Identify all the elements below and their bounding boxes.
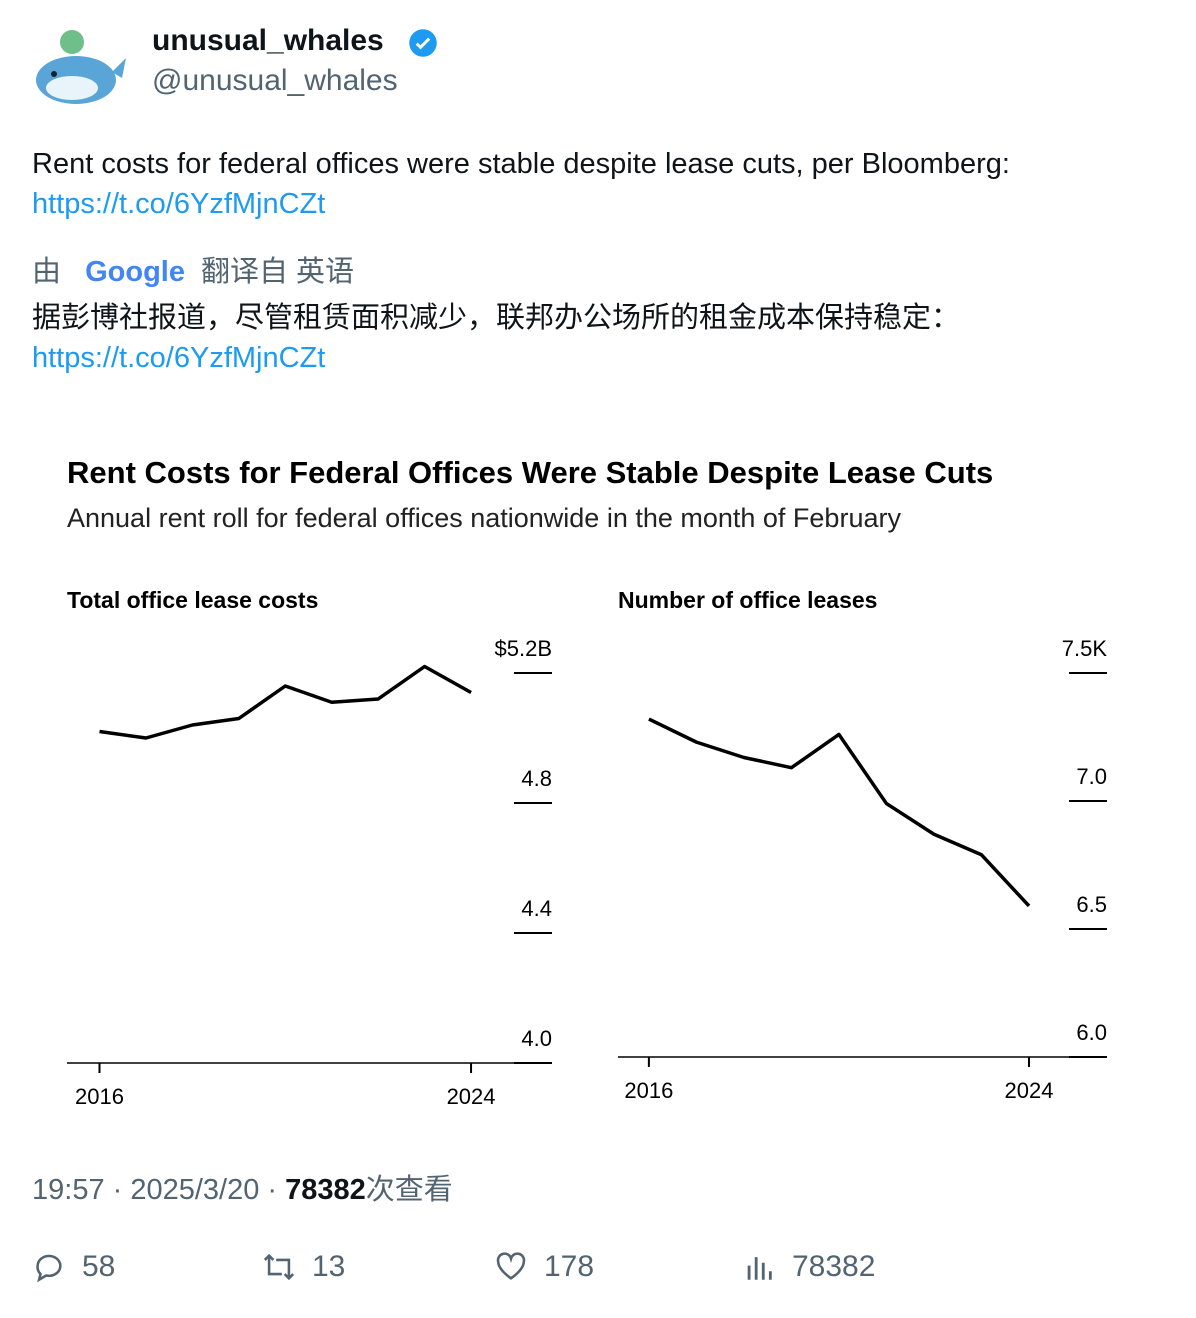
link[interactable]: https://t.co/6YzfMjnCZt [32,342,326,374]
x-tick-label: 2024 [1005,1078,1054,1103]
reply-button[interactable]: 58 [32,1250,115,1284]
chart-title: Rent Costs for Federal Offices Were Stab… [67,455,993,490]
verified-badge [409,29,437,57]
y-tick-label: $5.2B [495,636,553,661]
display-name[interactable]: unusual_whales [152,24,384,57]
y-tick-label: 7.5K [1062,636,1108,661]
x-tick-label: 2016 [624,1078,673,1103]
like-button[interactable]: 178 [494,1250,594,1284]
panel-title: Total office lease costs [67,587,318,613]
chart-subtitle: Annual rent roll for federal offices nat… [67,503,901,533]
y-tick-label: 4.0 [521,1026,552,1051]
provider: Google [85,256,185,288]
by: 由 [32,256,62,288]
reply-count: 58 [82,1250,116,1283]
x-tick-label: 2016 [75,1084,124,1109]
line [99,664,472,740]
translated-text: 据彭博社报道，尽管租赁面积减少，联邦办公场所的租金成本保持稳定： https://… [32,298,960,378]
timestamp: 19:57 · 2025/3/20 · 78382次查看 [32,1166,453,1208]
like-count: 178 [544,1250,595,1283]
y-tick-label: 4.8 [521,766,552,791]
line [648,717,1031,908]
panel-title: Number of office leases [618,587,877,613]
from[interactable]: 翻译自 英语 [200,256,355,288]
y-tick-label: 7.0 [1076,764,1107,789]
y-tick-label: 6.0 [1076,1020,1107,1045]
views-button[interactable]: 78382 [742,1250,875,1284]
view-count: 78382 [792,1250,876,1283]
time[interactable]: 19:57 · 2025/3/20 · [32,1174,286,1206]
x-tick-label: 2024 [447,1084,496,1109]
chart-image: Rent Costs for Federal Offices Were Stab… [67,455,1108,1109]
y-tick-label: 4.4 [521,896,552,921]
handle[interactable]: @unusual_whales [152,64,398,97]
retweet-count: 13 [312,1250,346,1283]
tweet-text: Rent costs for federal offices were stab… [32,144,1010,224]
text: 据彭博社报道，尽管租赁面积减少，联邦办公场所的租金成本保持稳定： [32,302,961,334]
translation-label: 由 Google 翻译自 英语 [32,248,354,290]
y-tick-label: 6.5 [1076,892,1107,917]
avatar[interactable] [32,28,126,110]
views: 78382 [285,1174,366,1206]
text: Rent costs for federal offices were stab… [32,148,1010,180]
views-label: 次查看 [365,1174,453,1206]
link[interactable]: https://t.co/6YzfMjnCZt [32,188,326,220]
retweet-button[interactable]: 13 [262,1250,345,1284]
